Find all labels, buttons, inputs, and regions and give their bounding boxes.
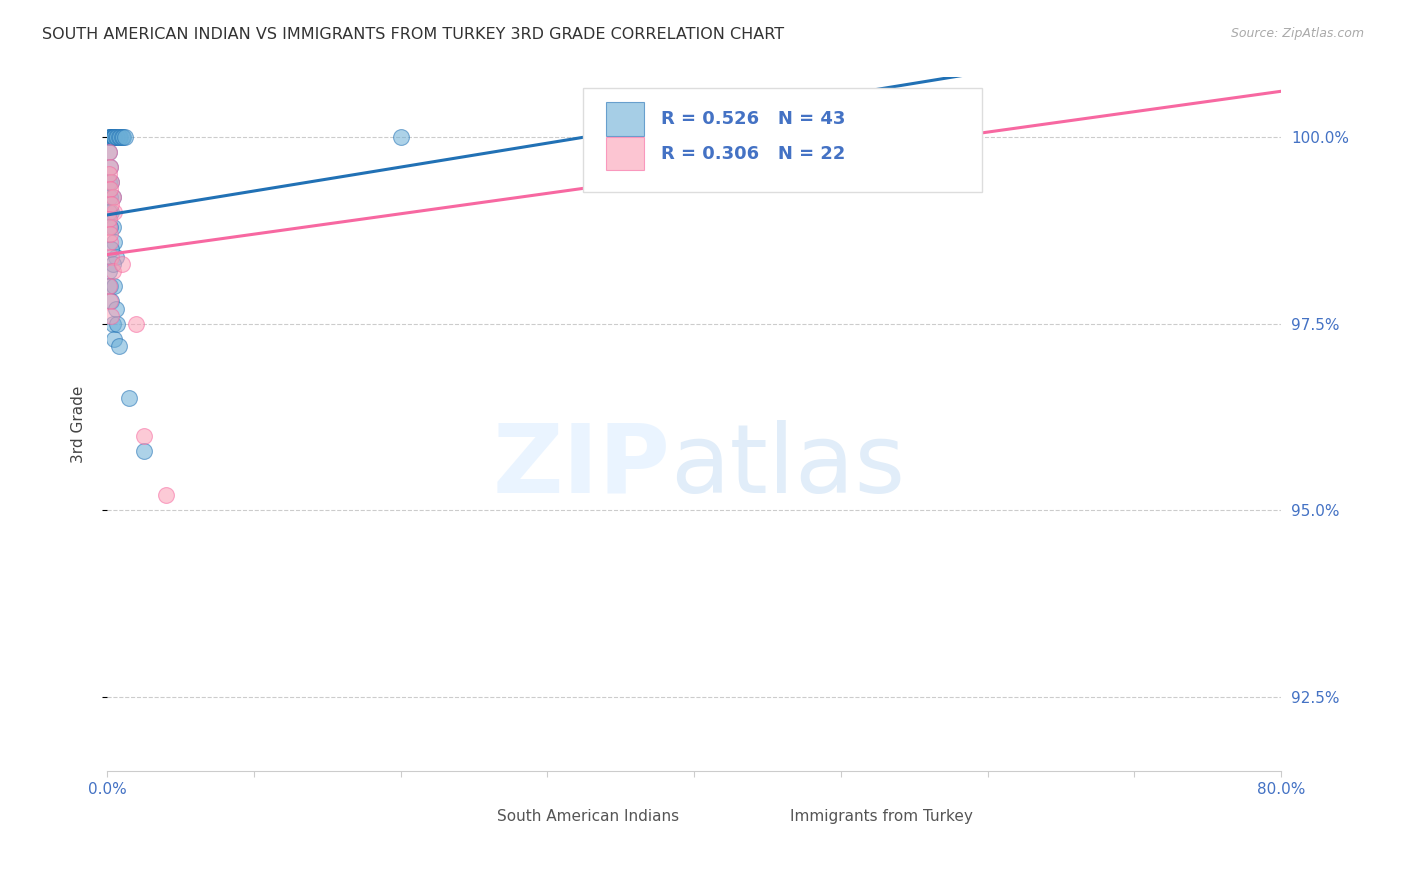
Point [98, 160, 121, 174]
Point [98, 130, 121, 145]
FancyBboxPatch shape [606, 103, 644, 136]
Point [97, 219, 120, 234]
Point [101, 257, 124, 271]
Point [112, 130, 135, 145]
Point [100, 197, 122, 211]
Point [98, 219, 121, 234]
Point [155, 488, 177, 502]
Point [125, 317, 148, 331]
FancyBboxPatch shape [741, 805, 779, 831]
Point [100, 175, 122, 189]
Point [101, 130, 124, 145]
Point [97, 175, 120, 189]
Point [101, 190, 124, 204]
Point [97, 264, 120, 278]
Point [118, 391, 141, 405]
Text: ZIP: ZIP [492, 419, 671, 513]
Point [389, 130, 412, 145]
Point [104, 250, 127, 264]
Point [98, 279, 121, 293]
Text: Source: ZipAtlas.com: Source: ZipAtlas.com [1230, 27, 1364, 40]
Point [104, 301, 127, 316]
Point [101, 317, 124, 331]
Point [114, 130, 136, 145]
Point [98, 182, 121, 196]
Point [100, 309, 122, 323]
Point [132, 443, 155, 458]
Text: Immigrants from Turkey: Immigrants from Turkey [790, 809, 973, 824]
Point [103, 130, 125, 145]
Text: R = 0.526   N = 43: R = 0.526 N = 43 [661, 110, 845, 128]
Point [103, 204, 125, 219]
Point [97, 130, 120, 145]
Point [103, 332, 125, 346]
FancyBboxPatch shape [582, 87, 981, 192]
Point [108, 339, 131, 353]
Point [98, 130, 121, 145]
Point [132, 428, 155, 442]
Point [101, 190, 124, 204]
Point [108, 130, 131, 145]
Point [98, 160, 121, 174]
Point [97, 145, 120, 159]
Text: atlas: atlas [671, 419, 905, 513]
Point [97, 168, 120, 182]
Point [609, 122, 631, 136]
Point [100, 294, 122, 309]
Point [103, 130, 125, 145]
Point [100, 175, 122, 189]
FancyBboxPatch shape [606, 137, 644, 170]
Point [100, 130, 122, 145]
Point [100, 204, 122, 219]
Point [830, 115, 852, 129]
Point [105, 317, 128, 331]
Point [98, 190, 121, 204]
Point [98, 235, 121, 249]
Point [100, 130, 122, 145]
Point [101, 219, 124, 234]
Point [97, 279, 120, 293]
Point [103, 279, 125, 293]
Point [103, 235, 125, 249]
Point [110, 130, 132, 145]
Point [105, 130, 128, 145]
Text: SOUTH AMERICAN INDIAN VS IMMIGRANTS FROM TURKEY 3RD GRADE CORRELATION CHART: SOUTH AMERICAN INDIAN VS IMMIGRANTS FROM… [42, 27, 785, 42]
Text: R = 0.306   N = 22: R = 0.306 N = 22 [661, 145, 845, 162]
Point [101, 264, 124, 278]
Point [97, 212, 120, 227]
Y-axis label: 3rd Grade: 3rd Grade [72, 385, 86, 463]
Point [98, 227, 121, 241]
FancyBboxPatch shape [447, 805, 485, 831]
Text: South American Indians: South American Indians [496, 809, 679, 824]
Point [111, 257, 134, 271]
Point [101, 130, 124, 145]
Point [111, 130, 134, 145]
Point [104, 130, 127, 145]
Point [100, 242, 122, 256]
Point [100, 250, 122, 264]
Point [97, 204, 120, 219]
Point [98, 294, 121, 309]
Point [97, 145, 120, 159]
